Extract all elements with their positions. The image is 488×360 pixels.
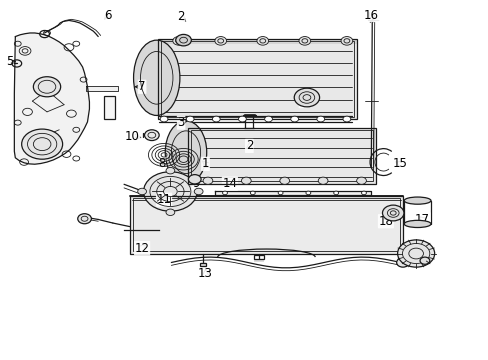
Ellipse shape — [133, 40, 180, 116]
Circle shape — [361, 191, 366, 195]
Circle shape — [144, 130, 159, 140]
Circle shape — [175, 35, 191, 46]
Bar — [133, 198, 399, 251]
Circle shape — [294, 88, 319, 107]
Text: 5: 5 — [6, 55, 13, 68]
Text: 4: 4 — [299, 95, 306, 108]
Circle shape — [279, 177, 289, 184]
Circle shape — [203, 177, 212, 184]
Polygon shape — [86, 86, 118, 91]
Text: 6: 6 — [104, 9, 111, 22]
Text: 3: 3 — [177, 116, 184, 129]
Circle shape — [186, 116, 194, 122]
Polygon shape — [215, 191, 370, 195]
Polygon shape — [188, 128, 375, 184]
Polygon shape — [254, 259, 264, 262]
Circle shape — [143, 172, 197, 211]
Circle shape — [165, 209, 174, 216]
Circle shape — [165, 167, 174, 174]
Text: 18: 18 — [378, 215, 392, 228]
Polygon shape — [159, 40, 356, 119]
Circle shape — [78, 214, 91, 224]
Circle shape — [333, 191, 338, 195]
Circle shape — [356, 177, 366, 184]
Text: 13: 13 — [198, 267, 212, 280]
Circle shape — [264, 116, 272, 122]
Bar — [161, 41, 353, 117]
Bar — [158, 40, 356, 119]
Bar — [199, 263, 206, 266]
Text: 14: 14 — [222, 177, 237, 190]
Circle shape — [238, 116, 246, 122]
Circle shape — [316, 116, 324, 122]
Circle shape — [160, 116, 167, 122]
Text: 10: 10 — [124, 130, 140, 144]
Text: 2: 2 — [245, 139, 253, 152]
Circle shape — [298, 37, 310, 45]
Bar — [130, 196, 402, 253]
Circle shape — [305, 191, 310, 195]
Circle shape — [382, 205, 403, 221]
Circle shape — [278, 191, 283, 195]
Bar — [104, 96, 115, 119]
Circle shape — [172, 37, 184, 45]
Circle shape — [290, 116, 298, 122]
Circle shape — [250, 191, 255, 195]
Text: 16: 16 — [363, 9, 378, 22]
Text: 19: 19 — [409, 256, 424, 269]
Circle shape — [214, 37, 226, 45]
Circle shape — [241, 177, 251, 184]
Text: 7: 7 — [138, 80, 145, 93]
Circle shape — [342, 116, 350, 122]
Bar — [254, 255, 264, 259]
Circle shape — [419, 257, 429, 264]
Circle shape — [194, 188, 203, 195]
Ellipse shape — [404, 220, 430, 228]
Text: 2: 2 — [177, 10, 184, 23]
Polygon shape — [14, 33, 89, 164]
Bar — [188, 128, 375, 184]
Text: 11: 11 — [156, 193, 171, 206]
Text: 15: 15 — [392, 157, 407, 170]
Ellipse shape — [165, 121, 206, 184]
Polygon shape — [130, 196, 402, 253]
Polygon shape — [199, 263, 206, 266]
Circle shape — [138, 188, 146, 195]
Circle shape — [318, 177, 327, 184]
Circle shape — [33, 77, 61, 97]
Text: 1: 1 — [202, 157, 209, 170]
Circle shape — [256, 37, 268, 45]
Text: 12: 12 — [134, 242, 149, 255]
Ellipse shape — [404, 197, 430, 204]
Text: 17: 17 — [414, 213, 429, 226]
Text: 8: 8 — [158, 157, 165, 170]
Circle shape — [340, 37, 352, 45]
Polygon shape — [159, 40, 356, 44]
Circle shape — [212, 116, 220, 122]
Circle shape — [396, 258, 408, 267]
Bar — [191, 130, 372, 181]
Circle shape — [21, 129, 62, 159]
Circle shape — [222, 191, 227, 195]
Circle shape — [397, 240, 434, 267]
Text: 9: 9 — [192, 177, 199, 190]
Circle shape — [188, 175, 201, 184]
